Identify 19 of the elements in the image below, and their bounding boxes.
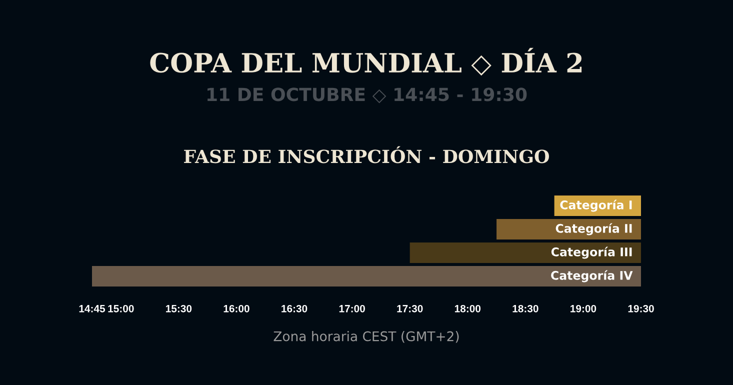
- x-axis-title: Zona horaria CEST (GMT+2): [274, 331, 459, 343]
- x-tick-label: 18:30: [512, 304, 538, 312]
- x-tick-label: 18:00: [454, 304, 481, 312]
- chart-title: COPA DEL MUNDIAL ◇ DÍA 2: [150, 48, 582, 76]
- x-tick-label: 16:00: [224, 304, 250, 312]
- y-tick-label: Categoría III: [551, 246, 632, 259]
- text: FASE DE INSCRIPCIÓN - DOMINGO: [184, 146, 549, 164]
- chart-subtitle: 11 DE OCTUBRE ◇ 14:45 - 19:30: [208, 88, 527, 104]
- x-tick-label: 17:30: [397, 304, 423, 312]
- x-tick-label: 14:45: [79, 305, 106, 312]
- y-tick-label: Categoría I: [560, 200, 632, 212]
- x-tick-label: 15:30: [166, 304, 192, 312]
- x-tick-label: 19:00: [570, 304, 596, 312]
- y-tick-label: Categoría II: [556, 223, 632, 236]
- x-tick-label: 15:00: [108, 304, 134, 312]
- x-tick-label: 17:00: [339, 304, 365, 312]
- y-tick-label: Categoría IV: [551, 270, 633, 282]
- x-tick-label: 19:30: [628, 304, 654, 312]
- x-tick-label: 16:30: [282, 304, 308, 312]
